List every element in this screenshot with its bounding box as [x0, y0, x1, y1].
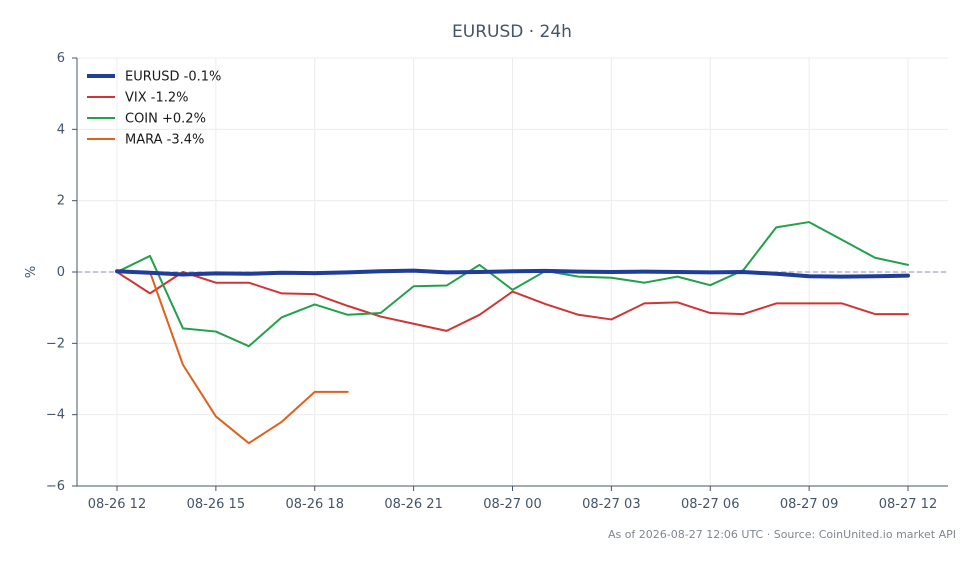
x-tick-label: 08-26 15	[187, 497, 245, 512]
series-line-vix	[116, 271, 909, 332]
footer-source: As of 2026-08-27 12:06 UTC · Source: Coi…	[608, 528, 956, 541]
y-tick-label: 4	[57, 122, 65, 137]
x-tick-label: 08-26 21	[384, 497, 442, 512]
legend-label-eurusd: EURUSD -0.1%	[125, 70, 221, 85]
legend-label-vix: VIX -1.2%	[125, 91, 188, 106]
x-tick-label: 08-27 03	[582, 497, 640, 512]
legend: EURUSD -0.1% VIX -1.2% COIN +0.2% MARA -3.4…	[87, 70, 221, 148]
y-axis-label: %	[24, 266, 39, 278]
axes: −6 −4 −2 0 2 4 6 08-26 12 08-26 15 08-26 18 08-26 …	[46, 51, 948, 512]
y-tick-label: 6	[57, 51, 65, 66]
y-tick-label: −6	[46, 479, 65, 494]
series-line-mara	[148, 271, 349, 445]
series-layer	[115, 221, 910, 445]
x-tick-label: 08-26 12	[88, 497, 146, 512]
series-line-eurusd	[115, 268, 910, 279]
y-tick-label: 0	[57, 265, 65, 280]
chart-title: EURUSD · 24h	[452, 22, 572, 42]
y-tick-label: 2	[57, 194, 65, 209]
y-tick-label: −4	[46, 408, 65, 423]
x-tick-label: 08-27 09	[780, 497, 838, 512]
legend-label-coin: COIN +0.2%	[125, 112, 206, 127]
x-tick-label: 08-26 18	[286, 497, 344, 512]
y-tick-label: −2	[46, 336, 65, 351]
x-tick-label: 08-27 12	[879, 497, 937, 512]
legend-label-mara: MARA -3.4%	[125, 133, 204, 148]
x-tick-label: 08-27 06	[681, 497, 739, 512]
x-tick-label: 08-27 00	[483, 497, 541, 512]
series-line-coin	[116, 221, 909, 348]
